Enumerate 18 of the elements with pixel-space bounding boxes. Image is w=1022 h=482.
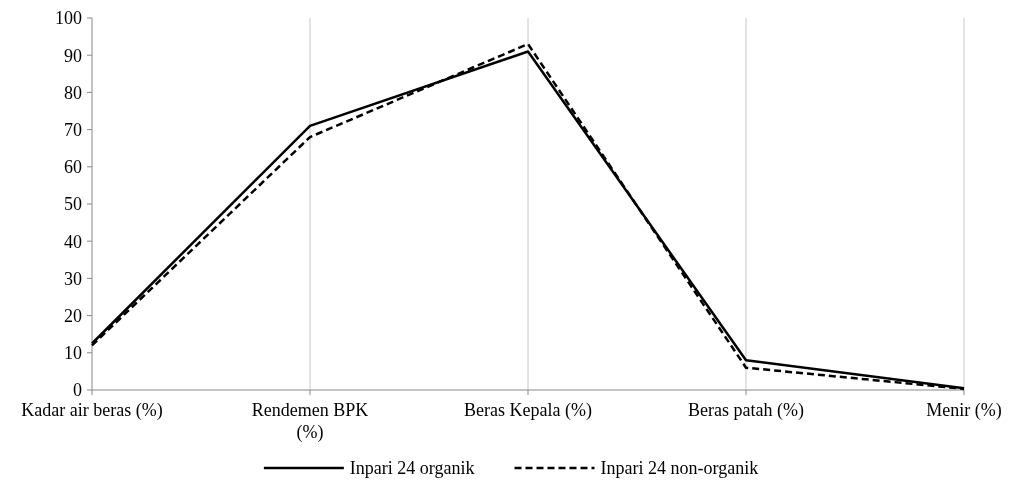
legend-label: Inpari 24 organik [349,458,475,479]
y-tick-label: 90 [64,45,82,66]
y-tick-label: 30 [64,268,82,289]
y-tick-label: 0 [73,380,82,401]
y-tick-label: 70 [64,119,82,140]
x-tick-label: Kadar air beras (%) [21,400,163,421]
y-tick-label: 80 [64,82,82,103]
y-tick-label: 20 [64,305,82,326]
y-tick-label: 40 [64,231,82,252]
y-tick-label: 10 [64,343,82,364]
y-tick-label: 100 [55,8,82,29]
x-tick-label: Beras patah (%) [688,400,804,421]
y-tick-label: 60 [64,157,82,178]
x-tick-label: Rendemen BPK (%) [251,400,369,443]
y-tick-label: 50 [64,194,82,215]
x-tick-label: Beras Kepala (%) [464,400,592,421]
legend-label: Inpari 24 non-organik [600,458,759,479]
x-tick-label: Menir (%) [926,400,1002,421]
